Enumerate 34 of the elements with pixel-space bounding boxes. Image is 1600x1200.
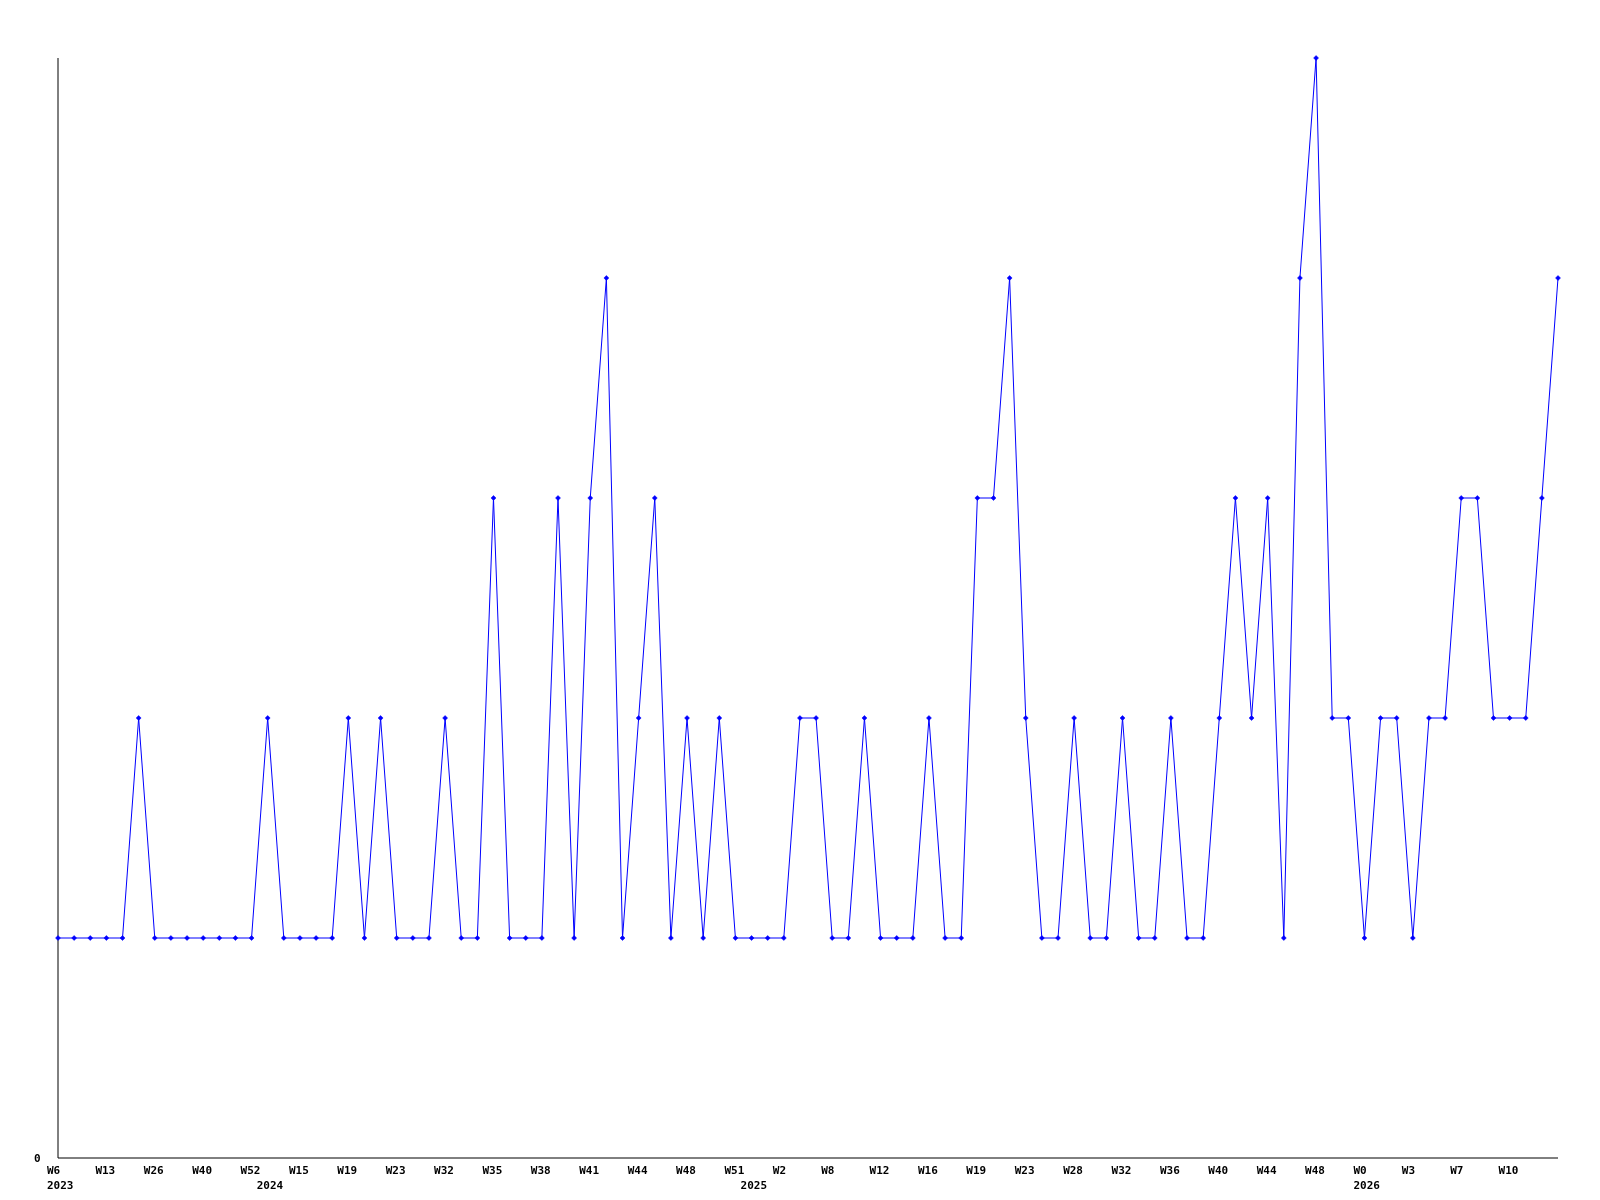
text: 0	[34, 1152, 41, 1165]
x-tick-label: W12	[869, 1164, 890, 1177]
x-tick-label: W15	[288, 1164, 309, 1177]
x-tick-label: W6 2023	[47, 1164, 74, 1192]
x-tick-label: W48	[1305, 1164, 1325, 1177]
x-tick-label: W32	[1111, 1164, 1132, 1177]
x-tick-label: W48	[676, 1164, 696, 1177]
x-tick-label: W10	[1498, 1164, 1519, 1177]
x-tick-label: W0 2026	[1353, 1164, 1381, 1192]
x-tick-label: W32	[434, 1164, 454, 1177]
x-tick-label: W38	[530, 1164, 551, 1177]
x-tick-label: W40	[1208, 1164, 1229, 1177]
x-tick-label: W44	[627, 1164, 648, 1177]
x-tick-label: W44	[1256, 1164, 1277, 1177]
x-tick-label: W16	[917, 1164, 939, 1177]
x-tick-label: W23	[385, 1164, 406, 1177]
x-tick-label: W7	[1450, 1164, 1464, 1177]
x-tick-label: W52	[240, 1164, 261, 1177]
x-tick-label: 2024	[256, 1179, 284, 1192]
x-tick-label: W3	[1401, 1164, 1416, 1177]
x-tick-label: W19	[337, 1164, 358, 1177]
x-tick-label: 2025	[740, 1179, 768, 1192]
x-tick-label: W8	[821, 1164, 835, 1177]
x-tick-label: W26	[143, 1164, 165, 1177]
x-tick-label: W35	[482, 1164, 503, 1177]
x-tick-label: W19	[966, 1164, 987, 1177]
x-tick-label: W13	[95, 1164, 116, 1177]
x-tick-label: W23	[1014, 1164, 1035, 1177]
x-tick-label: W51	[724, 1164, 745, 1177]
x-tick-label: W41	[579, 1164, 600, 1177]
x-tick-label: W28	[1063, 1164, 1083, 1177]
x-tick-label: W40	[192, 1164, 213, 1177]
x-tick-label: W36	[1159, 1164, 1181, 1177]
x-tick-label: W2	[772, 1164, 787, 1177]
